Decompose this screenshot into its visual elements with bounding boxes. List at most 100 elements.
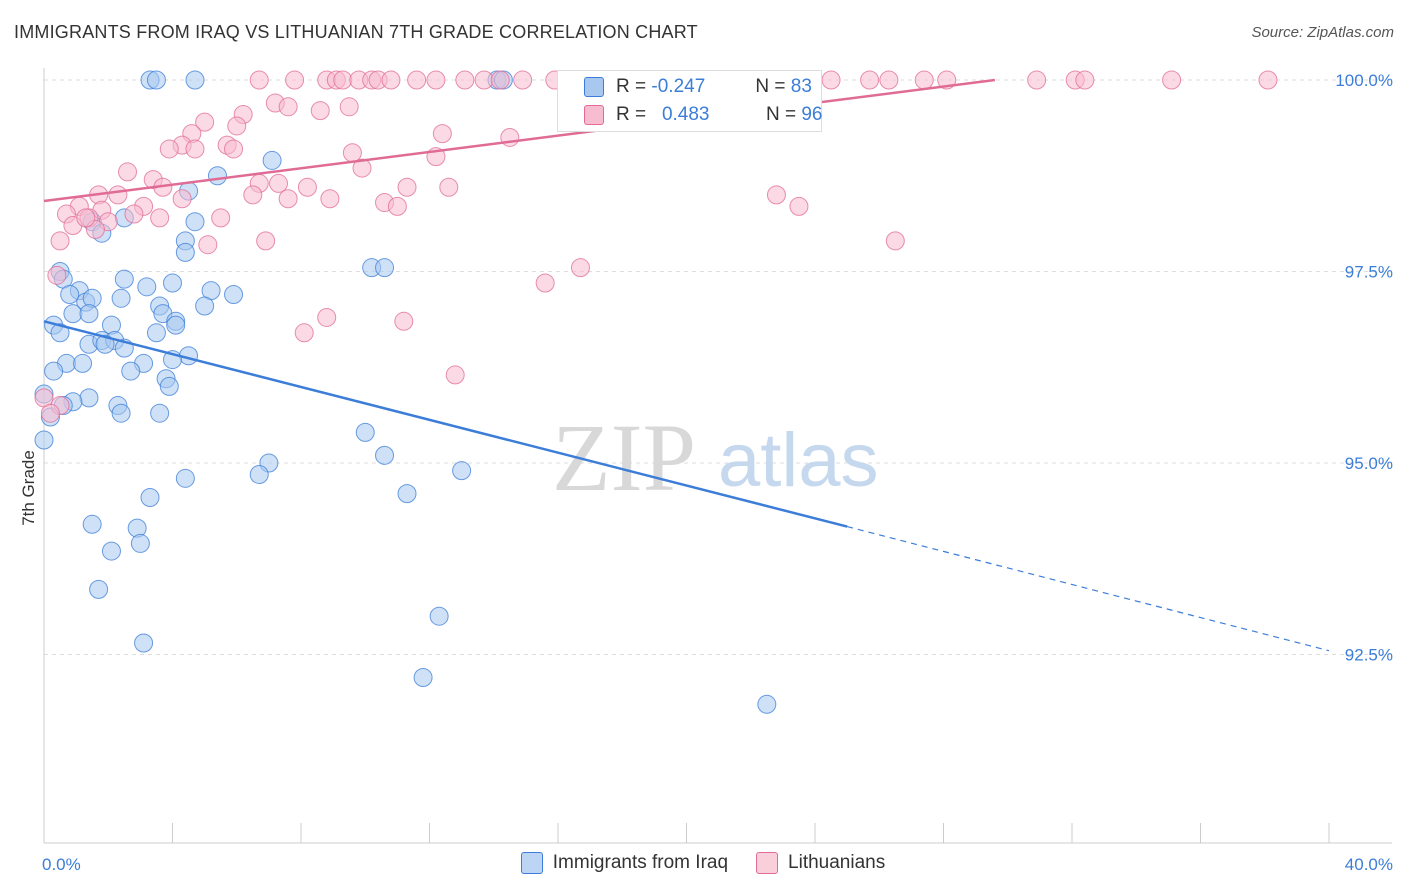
lithuanian-point [789,196,809,216]
lithuanian-point [439,177,459,197]
legend-swatch-lithuanians [584,105,604,125]
lithuanian-point [278,189,298,209]
legend-row-iraq: R = -0.247 N = 83 [558,73,812,101]
lithuanian-point [879,70,899,90]
watermark-atlas: atlas [718,418,879,503]
lithuanian-point [256,231,276,251]
lithuanian-point [249,70,269,90]
source-label: Source: ZipAtlas.com [1251,24,1394,41]
iraq-point [82,514,102,534]
lithuanian-point [407,70,427,90]
iraq-point [111,288,131,308]
lithuanian-point [185,139,205,159]
iraq-point [413,667,433,687]
data-points [34,70,1278,714]
iraq-point [137,277,157,297]
iraq-point [757,694,777,714]
iraq-point [175,468,195,488]
lithuanian-point [317,307,337,327]
iraq-point [95,334,115,354]
iraq-point [185,70,205,90]
iraq-point [452,461,472,481]
lithuanian-point [243,185,263,205]
lithuanian-point [1162,70,1182,90]
iraq-point [101,541,121,561]
legend-r-label: R = [616,104,647,125]
lithuanian-point [172,189,192,209]
y-tick-label: 92.5% [1345,646,1393,665]
lithuanian-point [339,97,359,117]
lithuanian-point [285,70,305,90]
lithuanian-point [387,196,407,216]
lithuanian-point [914,70,934,90]
legend-n-label: N = [755,76,786,97]
lithuanian-point [432,124,452,144]
lithuanian-point [297,177,317,197]
chart-title: IMMIGRANTS FROM IRAQ VS LITHUANIAN 7TH G… [14,22,698,42]
lithuanian-point [320,189,340,209]
lithuanian-point [159,139,179,159]
lithuanian-point [195,112,215,132]
grid [44,79,1392,655]
lithuanian-point [535,273,555,293]
stats-legend: R = -0.247 N = 83 R = 0.483 N = 96 [557,70,822,132]
x-tick-label: 40.0% [1345,855,1393,874]
lithuanian-trend-line [43,78,996,203]
iraq-trend-extension [846,525,1330,652]
iraq-point [101,315,121,335]
lithuanian-point [342,143,362,163]
lithuanian-point [513,70,533,90]
lithuanian-point [124,204,144,224]
iraq-point [127,518,147,538]
iraq-point [262,150,282,170]
lithuanian-point [490,70,510,90]
legend-swatch-iraq [584,77,604,97]
legend-label-lithuanians: Lithuanians [788,852,886,873]
lithuanian-point [455,70,475,90]
lithuanian-point [352,158,372,178]
lithuanian-point [381,70,401,90]
legend-n-value: 83 [790,76,812,97]
lithuanian-point [150,208,170,228]
lithuanian-point [1075,70,1095,90]
lithuanian-point [269,173,289,193]
iraq-point [121,361,141,381]
legend-item-iraq[interactable]: Immigrants from Iraq [520,852,728,874]
y-axis-label: 7th Grade [19,450,38,526]
iraq-point [130,533,150,553]
x-tick-label: 0.0% [42,855,81,874]
iraq-point [429,606,449,626]
y-tick-label: 97.5% [1345,263,1393,282]
legend-swatch-lithuanians [756,852,779,874]
iraq-trend-line [43,320,848,528]
lithuanian-point [333,70,353,90]
legend-n-label: N = [765,104,797,125]
iraq-point [175,242,195,262]
y-tick-label: 100.0% [1335,71,1393,90]
legend-row-lithuanians: R = 0.483 N = 96 [558,101,822,129]
lithuanian-point [821,70,841,90]
lithuanian-point [397,177,417,197]
series-legend: Immigrants from Iraq Lithuanians [0,852,1406,874]
lithuanian-point [108,185,128,205]
watermark: ZIP atlas [552,404,879,511]
iraq-point [89,579,109,599]
lithuanian-point [198,235,218,255]
iraq-point [146,70,166,90]
iraq-point [355,422,375,442]
iraq-point [82,288,102,308]
legend-swatch-iraq [520,852,543,874]
y-tick-label: 95.0% [1345,454,1393,473]
iraq-point [34,430,54,450]
lithuanian-point [860,70,880,90]
lithuanian-point [76,208,96,228]
iraq-point [114,269,134,289]
axes [43,68,1392,844]
iraq-point [185,212,205,232]
iraq-point [60,284,80,304]
iraq-point [44,361,64,381]
legend-item-lithuanians[interactable]: Lithuanians [756,852,885,874]
iraq-point [150,403,170,423]
iraq-point [73,353,93,373]
